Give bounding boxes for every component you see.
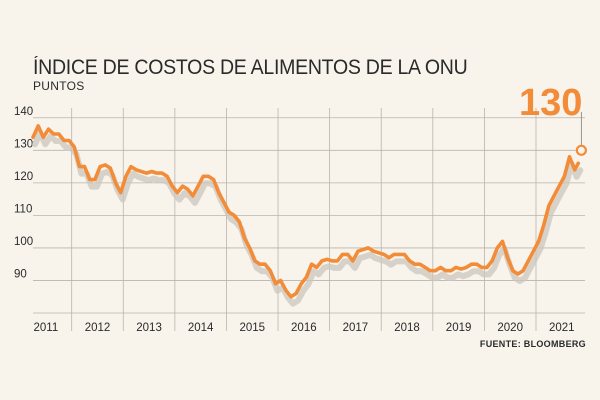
y-tick-label: 120	[14, 171, 33, 183]
x-tick-label: 2018	[394, 322, 420, 334]
x-tick-label: 2014	[188, 322, 214, 334]
chart-source: FUENTE: BLOOMBERG	[479, 339, 586, 349]
x-tick-label: 2015	[239, 322, 265, 334]
x-tick-label: 2017	[343, 322, 369, 334]
y-tick-label: 110	[14, 203, 32, 215]
y-tick-label: 90	[14, 268, 27, 280]
series-line-shadow	[32, 129, 584, 307]
callout-marker	[575, 144, 587, 156]
chart-title: ÍNDICE DE COSTOS DE ALIMENTOS DE LA ONU	[33, 56, 468, 79]
series-line	[31, 124, 581, 299]
x-tick-label: 2016	[291, 322, 317, 334]
x-tick-label: 2012	[85, 322, 111, 334]
series-layer	[31, 124, 584, 307]
x-tick-label: 2021	[549, 322, 575, 334]
chart-subtitle: PUNTOS	[33, 79, 85, 93]
x-tick-label: 2011	[34, 322, 59, 334]
callout-layer: 130	[519, 82, 587, 156]
x-tick-label: 2013	[136, 322, 162, 334]
callout-value: 130	[519, 82, 582, 124]
y-tick-label: 140	[14, 106, 33, 118]
y-tick-label: 100	[14, 236, 33, 248]
grid-layer	[33, 108, 585, 331]
y-tick-label: 130	[14, 138, 33, 150]
x-tick-label: 2019	[446, 322, 472, 334]
x-tick-label: 2020	[497, 322, 523, 334]
axis-layer: 90 100 110 120 130 140 2011 2012 2013 2014 2015 201…	[14, 106, 575, 334]
